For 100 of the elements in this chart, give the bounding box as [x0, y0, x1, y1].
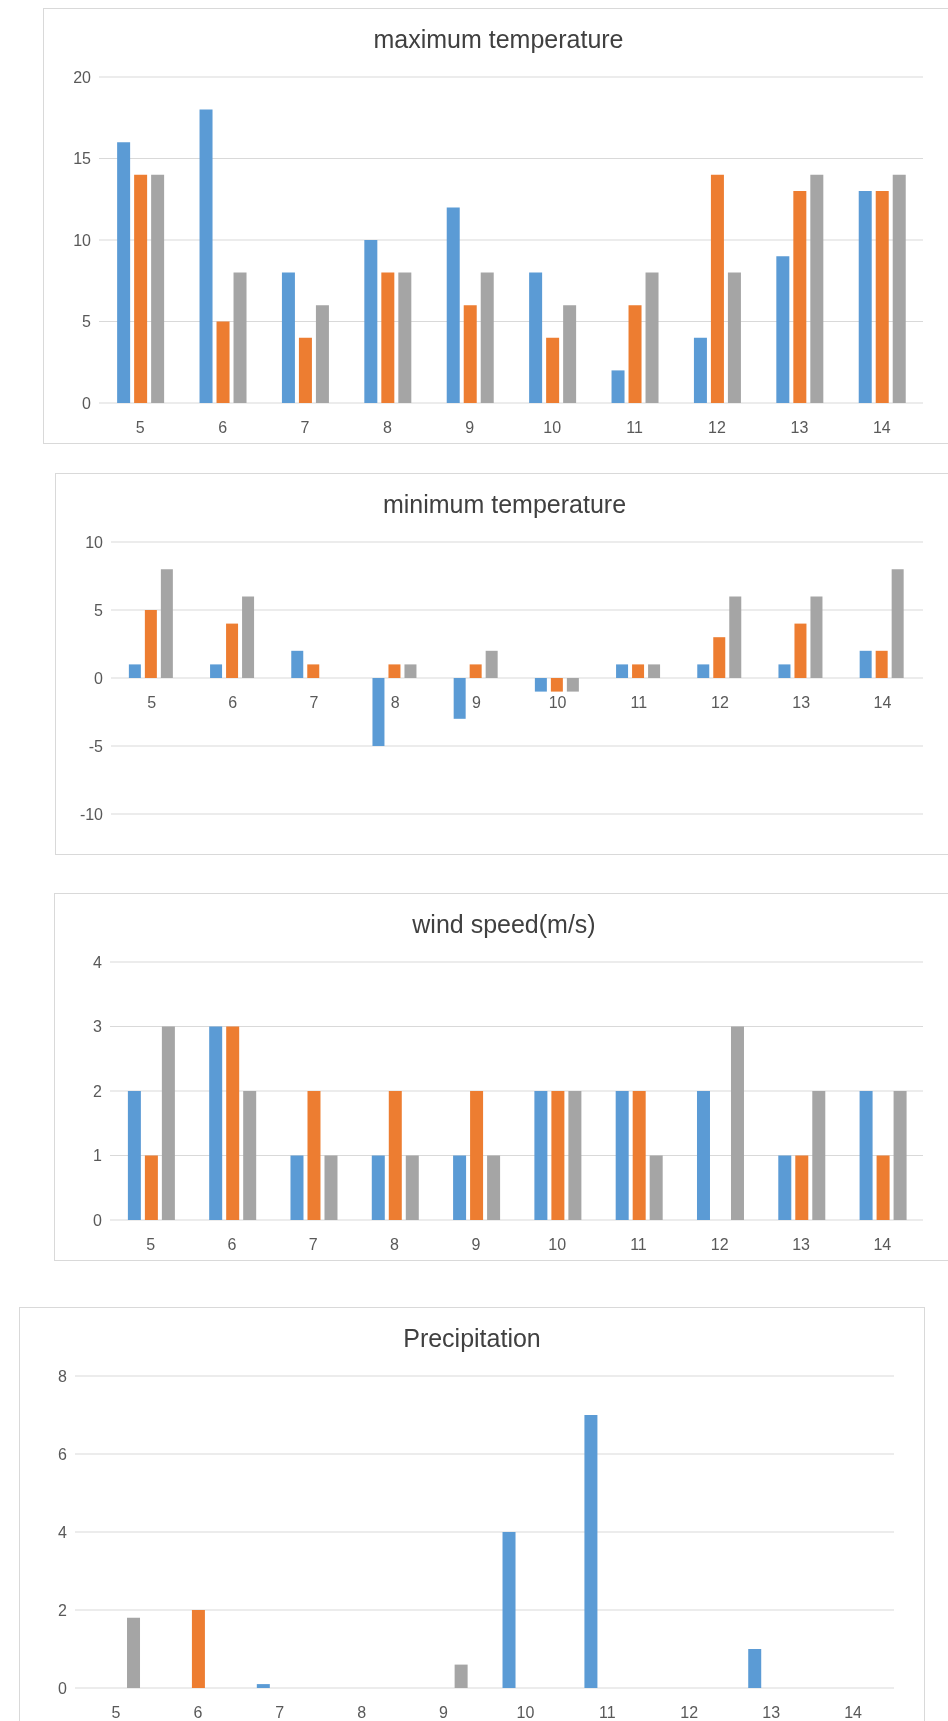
- x-tick-label: 5: [146, 1236, 156, 1253]
- x-tick-label: 6: [227, 1236, 237, 1253]
- bar: [776, 256, 790, 403]
- bar: [529, 272, 543, 403]
- bar: [534, 1091, 548, 1220]
- bar: [858, 191, 872, 403]
- x-tick-label: 6: [193, 1704, 203, 1721]
- bar: [242, 596, 255, 678]
- bar: [875, 650, 888, 678]
- x-tick-label: 13: [792, 1236, 811, 1253]
- x-tick-label: 9: [471, 1236, 481, 1253]
- chart-title: maximum temperature: [372, 23, 625, 55]
- bar: [611, 370, 625, 403]
- bar: [134, 174, 148, 403]
- bar: [453, 678, 466, 719]
- bar: [398, 272, 412, 403]
- bar: [307, 1091, 321, 1220]
- bar: [859, 650, 872, 678]
- bar: [210, 664, 223, 678]
- x-tick-label: 11: [630, 1236, 647, 1253]
- bar: [117, 142, 131, 403]
- y-tick-label: 0: [58, 1679, 68, 1697]
- bar: [324, 1155, 338, 1220]
- x-tick-label: 13: [792, 694, 811, 711]
- bar: [381, 272, 395, 403]
- bar: [256, 1684, 270, 1688]
- bar: [568, 1091, 582, 1220]
- y-tick-label: 10: [73, 231, 92, 249]
- x-tick-label: 12: [710, 1236, 729, 1253]
- x-tick-label: 12: [708, 419, 726, 436]
- bar: [487, 1155, 501, 1220]
- bar: [226, 623, 239, 678]
- bar: [713, 637, 726, 678]
- bar: [810, 596, 823, 678]
- bar: [372, 678, 385, 746]
- bar: [649, 1155, 663, 1220]
- bar: [584, 1415, 598, 1688]
- bar: [209, 1026, 223, 1220]
- x-tick-label: 9: [471, 694, 481, 711]
- bar: [404, 664, 417, 678]
- x-tick-label: 10: [548, 694, 567, 711]
- bar: [892, 174, 906, 403]
- y-tick-label: 8: [58, 1367, 68, 1385]
- bar: [812, 1091, 826, 1220]
- bar: [161, 1026, 175, 1220]
- x-tick-label: 12: [711, 694, 729, 711]
- bar: [778, 1155, 792, 1220]
- x-tick-label: 12: [680, 1704, 699, 1721]
- bar: [127, 1617, 141, 1688]
- y-tick-label: -10: [79, 805, 104, 823]
- bar: [551, 1091, 565, 1220]
- bar: [144, 1155, 158, 1220]
- chart-title: Precipitation: [402, 1322, 542, 1354]
- x-tick-label: 7: [300, 419, 310, 436]
- x-tick-label: 8: [382, 419, 392, 436]
- bar: [480, 272, 494, 403]
- x-tick-label: 5: [111, 1704, 121, 1721]
- bar: [307, 664, 320, 678]
- y-tick-label: 6: [58, 1445, 68, 1463]
- y-tick-label: 10: [85, 533, 104, 551]
- bar: [502, 1532, 516, 1688]
- x-tick-label: 8: [357, 1704, 367, 1721]
- bar: [730, 1026, 744, 1220]
- bar: [405, 1155, 419, 1220]
- bar: [710, 174, 724, 403]
- bar: [648, 664, 661, 678]
- x-tick-label: 10: [516, 1704, 535, 1721]
- bar: [632, 1091, 646, 1220]
- x-tick-label: 9: [439, 1704, 449, 1721]
- bar: [191, 1610, 205, 1688]
- bar: [470, 1091, 484, 1220]
- bar: [534, 678, 547, 692]
- x-tick-label: 7: [309, 694, 319, 711]
- bar: [859, 1091, 873, 1220]
- x-tick-label: 14: [873, 694, 892, 711]
- x-tick-label: 14: [873, 1236, 892, 1253]
- bar: [160, 569, 173, 678]
- x-tick-label: 5: [147, 694, 157, 711]
- bar: [151, 174, 165, 403]
- bar: [233, 272, 247, 403]
- bar: [550, 678, 563, 692]
- bar: [290, 1155, 304, 1220]
- y-tick-label: 5: [82, 313, 92, 331]
- x-tick-label: 10: [543, 419, 562, 436]
- bar: [454, 1664, 468, 1688]
- bar: [453, 1155, 467, 1220]
- bar: [216, 321, 230, 403]
- bar: [243, 1091, 257, 1220]
- bar: [697, 664, 710, 678]
- x-tick-label: 11: [599, 1704, 616, 1721]
- bar: [632, 664, 645, 678]
- y-tick-label: 1: [93, 1147, 103, 1165]
- bar: [778, 664, 791, 678]
- bar: [693, 337, 707, 403]
- bar: [291, 650, 304, 678]
- x-tick-label: 8: [390, 1236, 400, 1253]
- x-tick-label: 5: [135, 419, 145, 436]
- bar: [727, 272, 741, 403]
- bar: [446, 207, 460, 403]
- x-tick-label: 14: [872, 419, 891, 436]
